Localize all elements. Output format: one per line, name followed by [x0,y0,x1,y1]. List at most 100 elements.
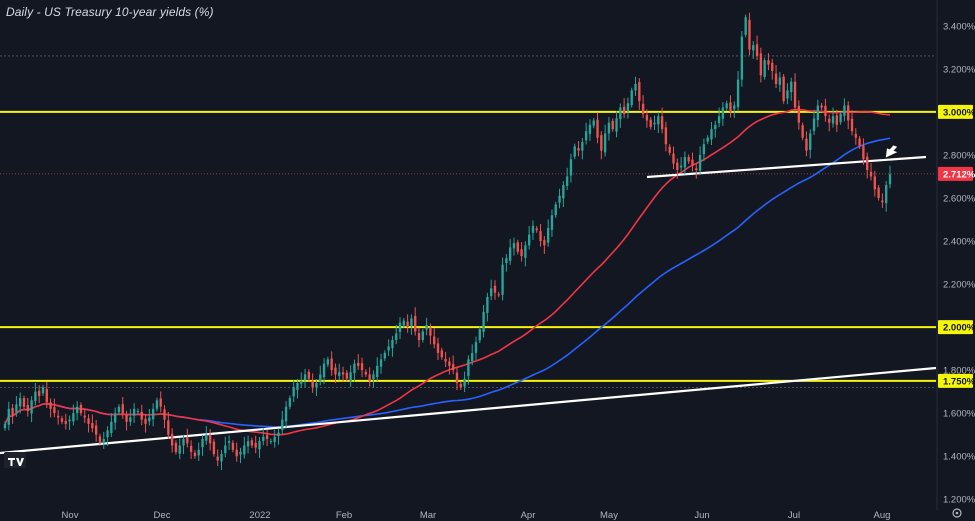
level-tag [938,104,973,119]
candle-body [733,105,736,110]
candle-body [87,418,90,424]
candle-body [710,129,713,140]
candle-body [755,44,759,56]
candle-body [516,242,519,252]
moving-averages [4,108,891,436]
candle-body [269,441,273,443]
candle-body [129,417,132,422]
candle-body [471,352,474,362]
candle-body [239,451,242,455]
candle-body [835,115,839,125]
candle-body [729,102,732,112]
candle-body [136,411,140,413]
candle-body [174,442,178,452]
candle-body [740,36,744,80]
candle-body [433,336,436,345]
y-axis[interactable]: 3.400% 3.200% 2.800% 2.600% 2.400% 2.200% 1.80… [936,0,975,521]
candle-body [398,322,402,332]
candle-body [839,114,842,123]
candle-body [341,372,345,375]
candles [3,12,892,470]
candle-body [630,90,633,106]
candle-body [676,162,679,170]
candle-body [83,415,86,418]
candle-body [619,107,622,120]
candle-body [140,411,143,420]
candle-body [262,436,265,442]
chart-title: Daily - US Treasury 10-year yields (%) [6,5,214,19]
candle-body [163,409,166,420]
y-tick-label: 1.200% [943,495,975,506]
candle-body [125,414,128,422]
candle-body [334,367,337,375]
candle-body [151,408,155,420]
candle-body [300,380,303,384]
candle-body [338,372,341,377]
candle-body [763,60,766,78]
candle-body [330,358,333,371]
y-tick-label: 2.400% [943,237,975,248]
candle-body [744,17,747,35]
candle-body [721,107,725,119]
candle-body [212,441,216,455]
candle-body [698,154,702,171]
candle-body [132,408,136,416]
candle-body [565,176,569,186]
candle-body [626,103,630,112]
candle-body [649,119,652,127]
candle-body [847,105,850,121]
candle-body [467,359,470,377]
x-tick-label: Nov [62,510,79,521]
candle-body [98,436,102,444]
candle-body [543,240,546,246]
candle-body [828,118,831,123]
candle-body [672,153,675,164]
trendlines [0,155,936,455]
candle-body [224,445,227,454]
y-tick-label: 2.200% [943,280,975,291]
candle-body [801,125,804,138]
tradingview-logo[interactable] [4,452,26,468]
candle-body [577,148,580,151]
candle-body [170,433,174,446]
candle-body [782,76,785,102]
candle-body [645,114,649,121]
x-axis[interactable]: Nov Dec 2022 Feb Mar Apr May Jun Jul Aug [62,510,891,521]
candle-body [250,440,254,446]
candle-body [634,83,637,91]
candle-body [45,389,48,403]
candle-body [246,441,250,447]
candle-body [569,159,573,176]
candle-body [402,320,405,326]
candle-body [831,116,835,124]
candle-body [121,404,124,414]
candle-body [117,406,121,413]
candle-body [448,361,451,366]
candle-body [588,124,592,134]
gear-icon[interactable] [952,508,962,518]
candle-body [425,324,428,330]
candle-body [501,264,504,295]
candle-body [11,408,14,416]
x-tick-label: Apr [521,510,536,521]
x-tick-label: Jun [694,510,709,521]
candle-body [869,171,873,177]
logo-t [8,458,15,466]
candle-body [281,419,284,430]
candle-body [197,449,200,456]
horizontal-levels [0,110,936,382]
arrow-icon-shape [885,145,898,158]
candle-body [296,383,299,390]
candle-body [376,365,379,378]
candle-body [638,82,641,102]
x-tick-label: May [600,510,618,521]
candle-body [554,204,557,216]
candle-body [790,81,793,93]
candle-body [144,418,147,424]
candle-body [64,420,67,424]
candle-body [622,106,626,115]
candle-body [429,327,432,336]
level-tag [938,320,973,335]
candle-body [455,372,459,384]
